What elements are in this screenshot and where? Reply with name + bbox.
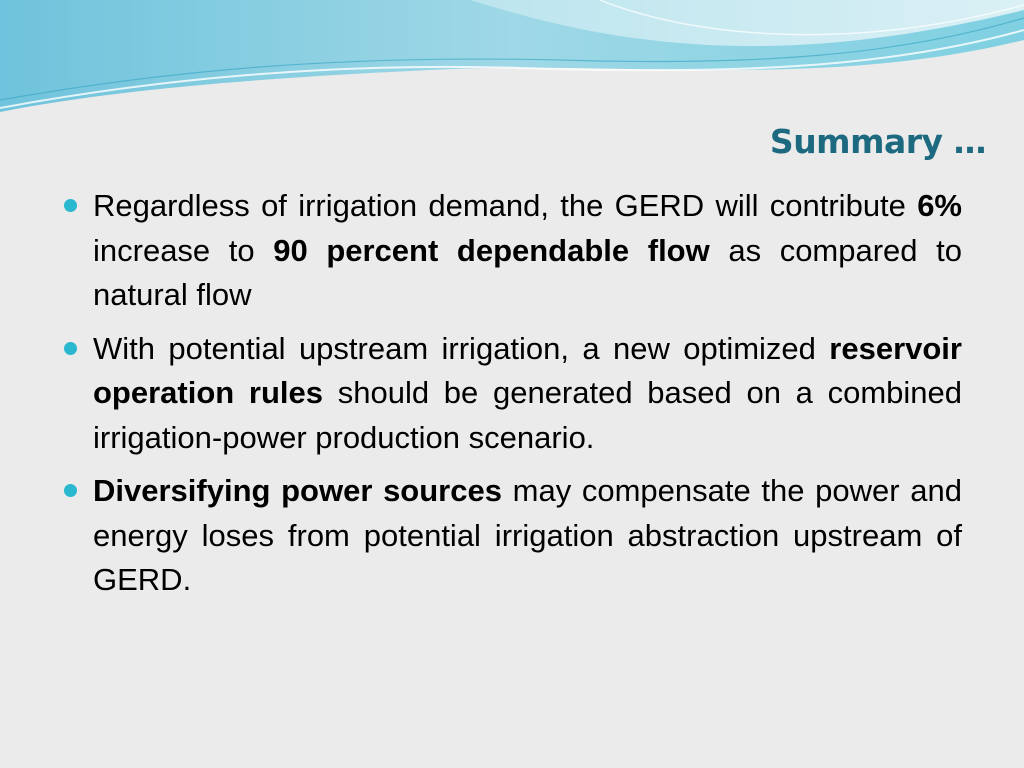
- text: may compensate the power and energy lose…: [93, 473, 962, 597]
- bullet-item: Regardless of irrigation demand, the GER…: [62, 184, 962, 318]
- header-wave: [0, 0, 1024, 112]
- slide-title: Summary …: [769, 122, 987, 161]
- bold-text: reservoir operation rules: [93, 330, 962, 411]
- text: With potential upstream irrigation, a ne…: [93, 330, 830, 366]
- bold-text: 90 percent dependable flow: [273, 232, 710, 268]
- text: as compared to natural flow: [93, 232, 962, 313]
- bullet-item: With potential upstream irrigation, a ne…: [62, 327, 962, 461]
- bold-text: Diversifying power sources: [93, 473, 502, 508]
- bullet-item: Diversifying power sources may compensat…: [62, 469, 962, 603]
- bold-text: 6%: [917, 188, 962, 223]
- text: increase to: [93, 232, 274, 268]
- text: Regardless of irrigation demand, the GER…: [93, 188, 918, 223]
- text: should be generated based on a combined …: [93, 375, 963, 455]
- bullet-list: Regardless of irrigation demand, the GER…: [62, 184, 962, 612]
